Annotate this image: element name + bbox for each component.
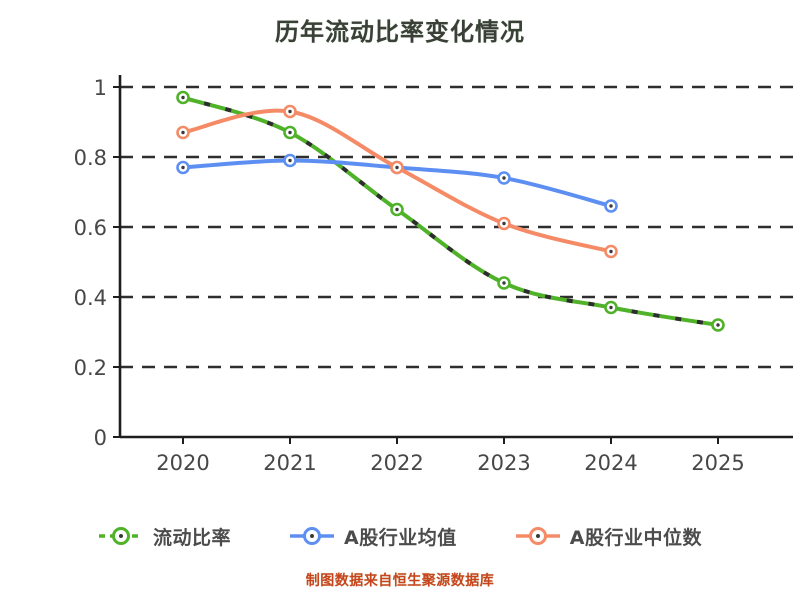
svg-text:2021: 2021: [263, 451, 316, 475]
legend-marker-icon: [290, 527, 335, 545]
svg-text:1: 1: [94, 76, 107, 100]
svg-text:0: 0: [94, 426, 107, 450]
svg-text:0.4: 0.4: [74, 286, 107, 310]
chart-legend: 流动比率 A股行业均值 A股行业中位数: [0, 514, 800, 558]
svg-text:2024: 2024: [584, 451, 637, 475]
legend-label-current-ratio: 流动比率: [153, 526, 232, 549]
legend-item-industry-average[interactable]: A股行业均值: [289, 523, 457, 550]
legend-marker-icon: [515, 527, 560, 545]
legend-item-current-ratio[interactable]: 流动比率: [98, 523, 231, 550]
svg-text:2022: 2022: [370, 451, 423, 475]
legend-marker-icon: [99, 527, 144, 545]
svg-text:0.6: 0.6: [74, 216, 107, 240]
svg-text:2020: 2020: [156, 451, 209, 475]
legend-label-industry-median: A股行业中位数: [569, 526, 702, 549]
line-chart-canvas: 0 0.2 0.4 0.6 0.8 1 2020 2021 2022 2023 2024 2025: [74, 75, 793, 475]
svg-text:0.8: 0.8: [74, 146, 107, 170]
chart-title: 历年流动比率变化情况: [275, 18, 525, 46]
svg-text:2023: 2023: [477, 451, 530, 475]
legend-item-industry-median[interactable]: A股行业中位数: [515, 523, 702, 550]
svg-text:0.2: 0.2: [74, 356, 107, 380]
svg-text:2025: 2025: [691, 451, 744, 475]
data-source-note: 制图数据来自恒生聚源数据库: [305, 573, 495, 589]
legend-label-industry-average: A股行业均值: [344, 526, 457, 549]
